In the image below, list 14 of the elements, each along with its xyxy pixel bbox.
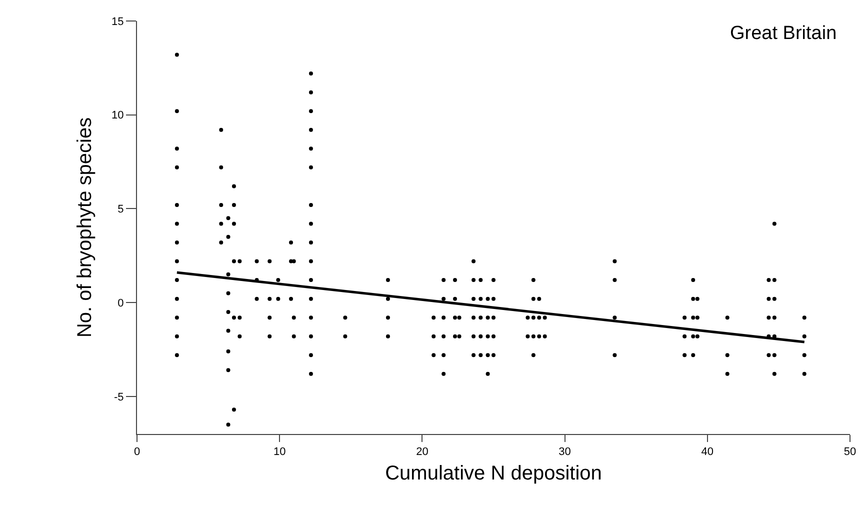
x-tick-label: 0 (134, 446, 140, 458)
x-tick-label: 30 (558, 446, 571, 458)
y-tick-label: 10 (112, 110, 124, 122)
x-tick-label: 10 (273, 446, 286, 458)
x-axis-title: Cumulative N deposition (385, 462, 602, 485)
x-tick-label: 20 (416, 446, 428, 458)
y-tick-label: 15 (112, 16, 124, 28)
y-tick-label: 5 (118, 204, 124, 216)
y-axis-title: No. of bryophyte species (74, 117, 96, 338)
x-tick-label: 40 (701, 446, 714, 458)
y-tick-label: 0 (118, 297, 124, 310)
y-tick-label: -5 (114, 391, 124, 404)
x-tick-label: 50 (844, 446, 856, 458)
annotation: Great Britain (730, 23, 837, 44)
